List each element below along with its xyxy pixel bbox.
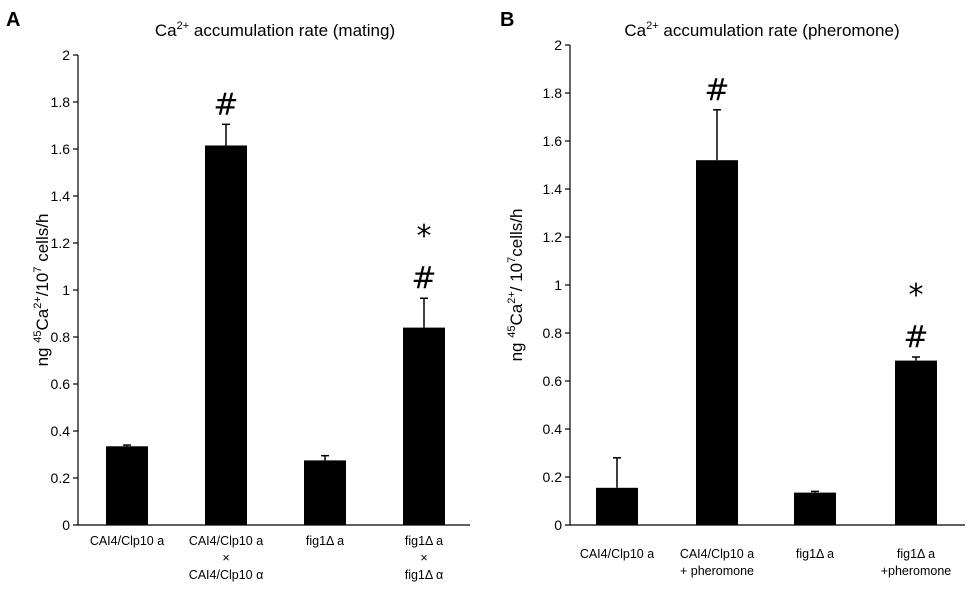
- y-tick-label: 0.6: [51, 376, 71, 392]
- y-tick-label: 1: [62, 282, 70, 298]
- category-label: fig1Δ a: [796, 547, 834, 561]
- y-tick-label: 2: [554, 37, 562, 53]
- y-tick-label: 0.4: [543, 421, 563, 437]
- panel-letter: B: [500, 9, 514, 31]
- chart-panel-a: A Ca2+ accumulation rate (mating) ng 45Ca2…: [6, 9, 470, 582]
- significance-hash: #: [704, 73, 729, 108]
- y-tick-label: 0.8: [51, 329, 71, 345]
- chart-title: Ca2+ accumulation rate (mating): [155, 20, 395, 40]
- y-tick-label: 1.2: [543, 229, 563, 245]
- category-label: +pheromone: [881, 564, 952, 578]
- panel-letter: A: [6, 9, 20, 31]
- significance-hash: #: [213, 87, 238, 122]
- y-tick-label: 1.2: [51, 235, 71, 251]
- category-label: ×: [222, 551, 229, 565]
- category-label: fig1Δ a: [897, 547, 935, 561]
- category-label: fig1Δ α: [405, 568, 444, 582]
- category-label: ×: [420, 551, 427, 565]
- y-tick-label: 1.6: [51, 141, 71, 157]
- category-label: CAI4/Clp10 α: [189, 568, 264, 582]
- chart-title: Ca2+ accumulation rate (pheromone): [624, 20, 899, 40]
- y-tick-label: 0.4: [51, 423, 71, 439]
- significance-hash: #: [903, 320, 928, 355]
- y-tick-label: 0.2: [543, 469, 563, 485]
- bar: [304, 460, 346, 525]
- y-tick-label: 0.8: [543, 325, 563, 341]
- bar: [106, 446, 148, 525]
- bar: [794, 492, 836, 525]
- y-tick-label: 0.6: [543, 373, 563, 389]
- significance-asterisk: *: [417, 219, 432, 254]
- bar: [895, 360, 937, 525]
- y-tick-label: 1: [554, 277, 562, 293]
- bar: [696, 160, 738, 525]
- y-tick-label: 0: [554, 517, 562, 533]
- significance-asterisk: *: [909, 278, 924, 313]
- y-tick-label: 1.8: [51, 94, 71, 110]
- bar: [403, 327, 445, 525]
- significance-hash: #: [411, 261, 436, 296]
- category-label: fig1Δ a: [405, 534, 443, 548]
- y-tick-label: 1.6: [543, 133, 563, 149]
- bar: [205, 145, 247, 525]
- y-tick-label: 1.4: [51, 188, 71, 204]
- bar: [596, 487, 638, 525]
- category-label: CAI4/Clp10 a: [580, 547, 654, 561]
- y-tick-label: 1.8: [543, 85, 563, 101]
- y-tick-label: 2: [62, 47, 70, 63]
- y-tick-label: 0.2: [51, 470, 71, 486]
- y-tick-label: 0: [62, 517, 70, 533]
- y-axis-label: ng 45Ca2+/107 cells/h: [32, 214, 52, 367]
- y-tick-label: 1.4: [543, 181, 563, 197]
- category-label: CAI4/Clp10 a: [189, 534, 263, 548]
- category-label: + pheromone: [680, 564, 754, 578]
- chart-panel-b: B Ca2+ accumulation rate (pheromone) ng 45…: [500, 9, 965, 578]
- category-label: fig1Δ a: [306, 534, 344, 548]
- y-axis-label: ng 45Ca2+/ 107cells/h: [506, 209, 526, 362]
- category-label: CAI4/Clp10 a: [90, 534, 164, 548]
- category-label: CAI4/Clp10 a: [680, 547, 754, 561]
